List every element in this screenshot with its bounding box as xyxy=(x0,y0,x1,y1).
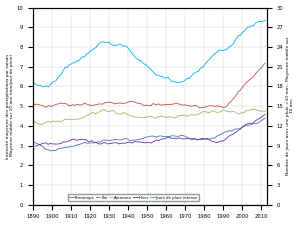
Jours de pluie intense xyxy=(56,76,59,79)
Printemps xyxy=(100,140,103,143)
Automne xyxy=(134,116,137,119)
Legend: Printemps, Été, Automne, Hiver, Jours de pluie intense: Printemps, Été, Automne, Hiver, Jours de… xyxy=(68,194,199,201)
Hiver xyxy=(58,142,61,145)
Jours de pluie intense xyxy=(46,86,50,88)
Automne xyxy=(41,123,44,126)
Automne xyxy=(263,110,267,113)
Hiver xyxy=(44,142,48,144)
Automne xyxy=(56,120,59,122)
Hiver xyxy=(132,141,136,143)
Printemps xyxy=(44,148,48,151)
Été xyxy=(31,104,35,106)
Automne xyxy=(31,121,35,123)
Y-axis label: Intensité moyenne des précipitations par saison
- Moyenne mobile sur 10 ans (mm/: Intensité moyenne des précipitations par… xyxy=(6,54,14,159)
Été xyxy=(199,106,202,109)
Jours de pluie intense xyxy=(263,19,267,22)
Été xyxy=(54,103,58,106)
Printemps xyxy=(31,141,35,144)
Hiver xyxy=(31,145,35,148)
Hiver xyxy=(54,143,58,145)
Printemps xyxy=(50,149,54,152)
Line: Printemps: Printemps xyxy=(33,118,265,151)
Hiver xyxy=(220,140,223,142)
Été xyxy=(98,103,101,105)
Jours de pluie intense xyxy=(134,56,137,59)
Jours de pluie intense xyxy=(100,41,103,44)
Été xyxy=(132,100,136,103)
Printemps xyxy=(134,139,137,142)
Été xyxy=(44,106,48,109)
Été xyxy=(58,102,61,105)
Automne xyxy=(60,120,63,123)
Automne xyxy=(252,108,256,110)
Printemps xyxy=(60,147,63,150)
Printemps xyxy=(56,148,59,151)
Automne xyxy=(100,109,103,112)
Automne xyxy=(221,108,225,111)
Automne xyxy=(46,120,50,123)
Hiver xyxy=(263,113,267,116)
Line: Automne: Automne xyxy=(33,109,265,125)
Jours de pluie intense xyxy=(221,49,225,52)
Printemps xyxy=(221,132,225,135)
Hiver xyxy=(98,143,101,145)
Line: Hiver: Hiver xyxy=(33,114,265,147)
Line: Été: Été xyxy=(33,63,265,108)
Printemps xyxy=(263,117,267,120)
Jours de pluie intense xyxy=(31,81,35,83)
Line: Jours de pluie intense: Jours de pluie intense xyxy=(33,20,265,87)
Été xyxy=(221,106,225,109)
Été xyxy=(263,62,267,65)
Jours de pluie intense xyxy=(60,73,63,76)
Y-axis label: Nombre de jours avec une pluie >10 mm - Moyenne mobile sur
10 ans: Nombre de jours avec une pluie >10 mm - … xyxy=(286,37,294,175)
Jours de pluie intense xyxy=(44,84,48,87)
